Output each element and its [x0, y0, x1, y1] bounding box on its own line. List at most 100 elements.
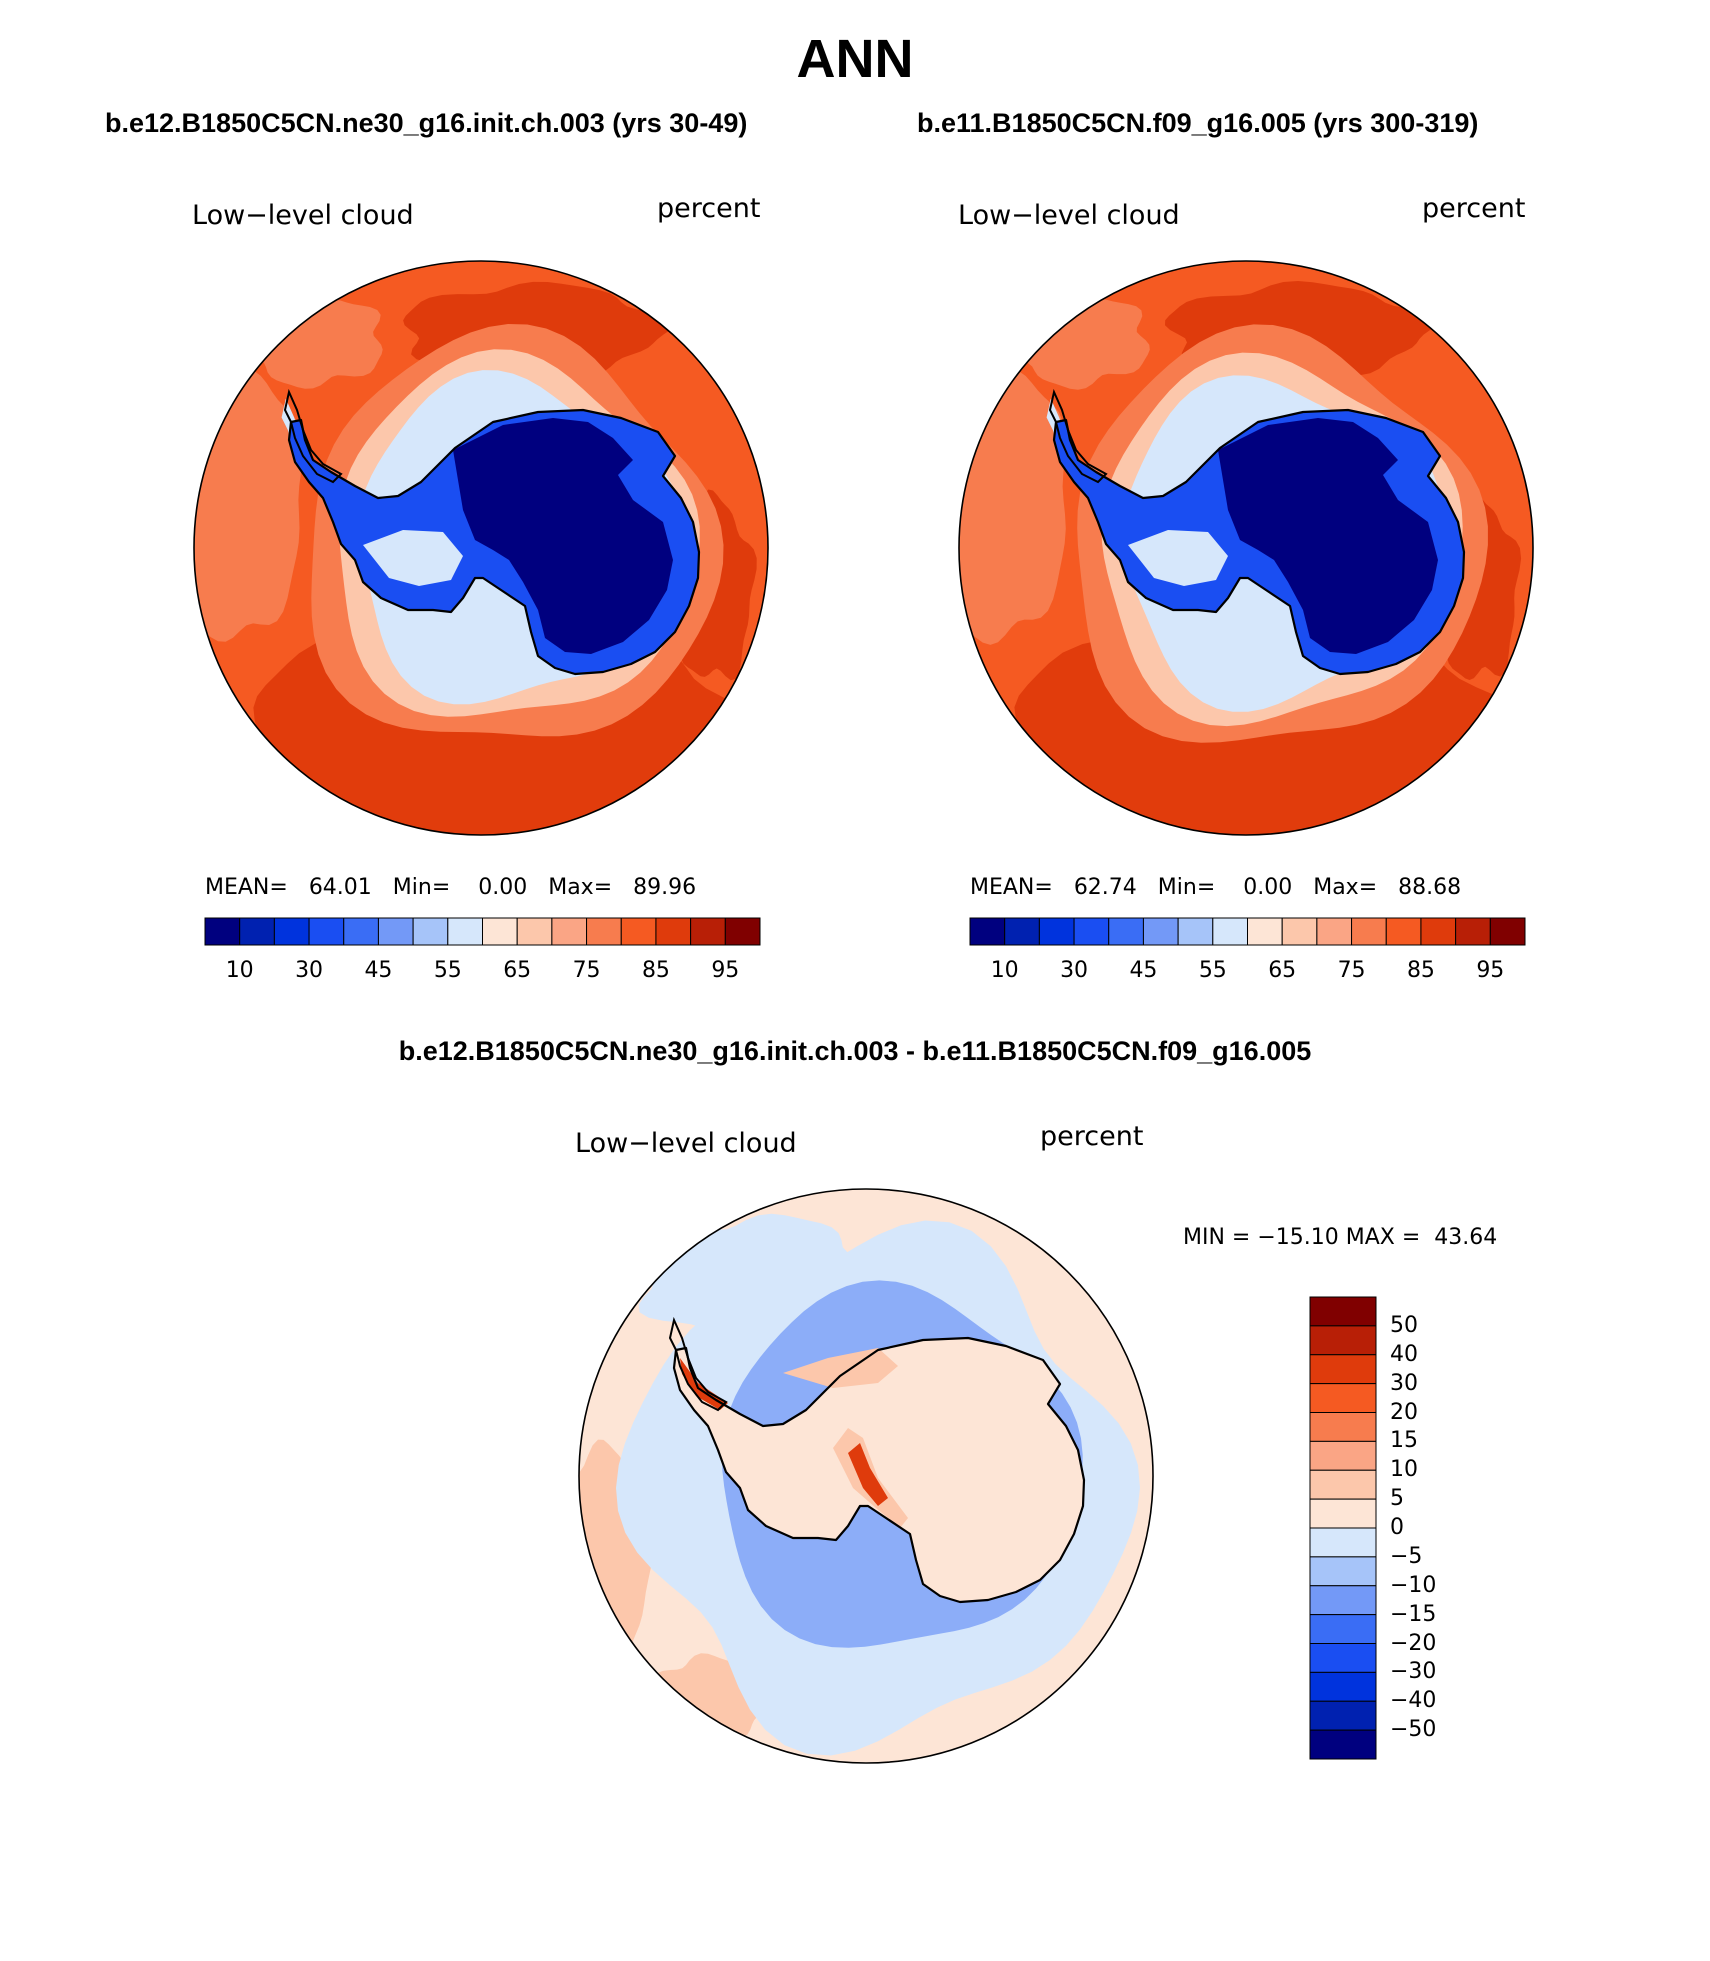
colorbar-boxes	[1309, 1296, 1377, 1760]
colorbar-box	[1309, 1700, 1377, 1731]
colorbar-box	[308, 917, 345, 946]
colorbar-box	[1309, 1469, 1377, 1500]
panel2-mean-value: 62.74	[1073, 875, 1137, 900]
colorbar-tick-label: 10	[990, 958, 1019, 983]
colorbar-tick-label: 95	[711, 958, 740, 983]
panel1-min-value: 0.00	[478, 875, 528, 900]
colorbar-box	[1142, 917, 1179, 946]
colorbar-box	[516, 917, 553, 946]
colorbar-tick-label: 75	[1337, 958, 1366, 983]
colorbar-box	[1309, 1527, 1377, 1558]
colorbar-box	[1309, 1498, 1377, 1529]
colorbar-tick-label: 15	[1390, 1428, 1418, 1454]
panel3-variable-label: Low−level cloud	[575, 1128, 797, 1159]
colorbar-tick-label: 20	[1390, 1399, 1418, 1425]
colorbar-box	[1038, 917, 1075, 946]
panel1-variable-label: Low−level cloud	[192, 200, 414, 231]
ice-shelf-area	[363, 530, 463, 586]
coastline	[672, 1336, 1086, 1604]
panel3-colorbar-ticks: 50 40 30 20 15 10 5 0 −5 −10 −15 −20 −30 −40 −50	[1390, 1297, 1470, 1759]
panel2-case-title: b.e11.B1850C5CN.f09_g16.005 (yrs 300-319…	[917, 108, 1479, 138]
colorbar-box	[239, 917, 275, 946]
colorbar-box	[1316, 917, 1353, 946]
panel1-case-title: b.e12.B1850C5CN.ne30_g16.init.ch.003 (yr…	[105, 108, 748, 138]
panel2-max-label: Max=	[1313, 875, 1378, 900]
colorbar-tick-label: 50	[1390, 1312, 1418, 1338]
panel1-colorbar	[204, 917, 761, 946]
panel2-mean-label: MEAN=	[970, 875, 1053, 900]
colorbar-box	[1108, 917, 1144, 946]
colorbar-box	[1309, 1643, 1377, 1673]
colorbar-box	[1309, 1354, 1377, 1385]
colorbar-box	[1309, 1585, 1377, 1616]
colorbar-tick-label: 65	[1268, 958, 1297, 983]
map-boundary	[958, 260, 1534, 836]
colorbar-tick-label: 45	[364, 958, 393, 983]
colorbar-box	[377, 917, 414, 946]
colorbar-box	[204, 917, 241, 946]
colorbar-tick-label: 95	[1476, 958, 1505, 983]
colorbar-box	[1309, 1296, 1377, 1327]
positive-interior-north	[783, 1348, 898, 1388]
colorbar-box	[343, 917, 379, 946]
coastline	[287, 408, 701, 676]
plateau-core	[453, 418, 673, 654]
colorbar-box	[1455, 917, 1491, 946]
map-boundary	[578, 1188, 1154, 1764]
colorbar-tick-label: −10	[1390, 1572, 1437, 1598]
colorbar-tick-label: 55	[433, 958, 462, 983]
colorbar-box	[1420, 917, 1457, 946]
colorbar-box	[1309, 1412, 1377, 1442]
colorbar-box	[1489, 917, 1526, 946]
colorbar-tick-label: 45	[1129, 958, 1158, 983]
panel1-polar-map	[193, 260, 769, 836]
colorbar-tick-label: 40	[1390, 1341, 1418, 1367]
panel2-min-value: 0.00	[1243, 875, 1293, 900]
panel2-stats: MEAN= 62.74 Min= 0.00 Max= 88.68	[970, 875, 1461, 900]
colorbar-box	[1351, 917, 1387, 946]
panel3-stats: MIN = −15.10 MAX = 43.64	[1183, 1225, 1498, 1250]
colorbar-box	[969, 917, 1006, 946]
colorbar-boxes	[204, 917, 761, 946]
colorbar-tick-label: 30	[1060, 958, 1089, 983]
ice-shelf-area	[1128, 530, 1228, 586]
panel1-min-label: Min=	[392, 875, 451, 900]
colorbar-box	[1004, 917, 1040, 946]
colorbar-box	[412, 917, 449, 946]
colorbar-tick-label: 85	[1406, 958, 1435, 983]
colorbar-tick-label: 5	[1390, 1486, 1404, 1512]
colorbar-box	[447, 917, 483, 946]
panel1-stats: MEAN= 64.01 Min= 0.00 Max= 89.96	[205, 875, 696, 900]
colorbar-box	[1309, 1383, 1377, 1413]
colorbar-tick-label: −40	[1390, 1688, 1437, 1714]
colorbar-box	[1385, 917, 1422, 946]
panel3-polar-map	[578, 1188, 1154, 1764]
colorbar-tick-label: −30	[1390, 1659, 1437, 1685]
peninsula-coastline	[1048, 388, 1108, 484]
colorbar-box	[1309, 1729, 1377, 1760]
panel1-units-label: percent	[657, 193, 761, 224]
colorbar-box	[1309, 1325, 1377, 1356]
plateau-core	[1218, 418, 1438, 654]
colorbar-box	[482, 917, 518, 946]
panel1-max-label: Max=	[548, 875, 613, 900]
colorbar-tick-label: 10	[225, 958, 254, 983]
panel3-colorbar	[1309, 1296, 1377, 1760]
panel3-case-title: b.e12.B1850C5CN.ne30_g16.init.ch.003 - b…	[398, 1036, 1312, 1066]
panel2-polar-map	[958, 260, 1534, 836]
colorbar-box	[1309, 1440, 1377, 1471]
colorbar-box	[1281, 917, 1318, 946]
coastline	[1052, 408, 1466, 676]
colorbar-tick-label: 30	[1390, 1370, 1418, 1396]
panel2-colorbar-ticks: 10 30 45 55 65 75 85 95	[970, 958, 1525, 988]
panel1-mean-value: 64.01	[308, 875, 372, 900]
colorbar-tick-label: 85	[641, 958, 670, 983]
colorbar-box	[1309, 1556, 1377, 1587]
colorbar-tick-label: 10	[1390, 1457, 1418, 1483]
panel2-colorbar	[969, 917, 1526, 946]
colorbar-box	[724, 917, 761, 946]
panel2-max-value: 88.68	[1398, 875, 1462, 900]
colorbar-tick-label: −15	[1390, 1601, 1437, 1627]
colorbar-box	[551, 917, 588, 946]
colorbar-box	[1177, 917, 1214, 946]
